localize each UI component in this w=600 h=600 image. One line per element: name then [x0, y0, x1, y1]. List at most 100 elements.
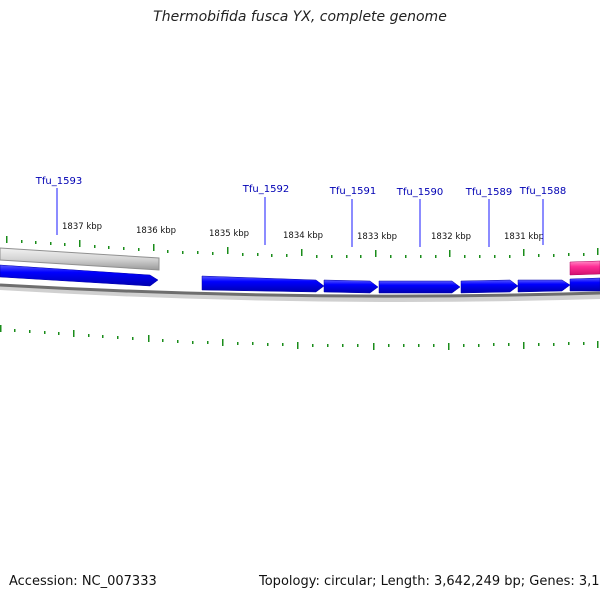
minor-tick — [493, 343, 495, 346]
gene-arrow[interactable] — [0, 264, 159, 287]
minor-tick — [167, 250, 169, 253]
minor-tick — [58, 332, 60, 335]
scale-label: 1832 kbp — [431, 232, 471, 242]
minor-tick — [316, 255, 318, 258]
gene-label[interactable]: Tfu_1591 — [329, 186, 376, 197]
minor-tick — [568, 253, 570, 256]
minor-tick — [538, 343, 540, 346]
major-tick — [79, 240, 81, 247]
major-tick — [301, 249, 303, 256]
minor-tick — [509, 255, 511, 258]
major-tick — [6, 236, 8, 243]
gene-label[interactable]: Tfu_1593 — [35, 176, 82, 187]
minor-tick — [197, 251, 199, 254]
accession-label: Accession: NC_007333 — [9, 574, 157, 589]
minor-tick — [331, 255, 333, 258]
major-tick — [523, 342, 525, 349]
gene-label[interactable]: Tfu_1590 — [396, 187, 443, 198]
minor-tick — [405, 255, 407, 258]
genome-summary: Topology: circular; Length: 3,642,249 bp… — [259, 574, 600, 589]
minor-tick — [478, 344, 480, 347]
minor-tick — [252, 342, 254, 345]
minor-tick — [360, 255, 362, 258]
minor-tick — [257, 253, 259, 256]
scale-label: 1833 kbp — [357, 232, 397, 242]
gene-arrow[interactable] — [569, 277, 600, 292]
gene-label[interactable]: Tfu_1588 — [519, 186, 566, 197]
major-tick — [373, 343, 375, 350]
gene-label[interactable]: Tfu_1592 — [242, 184, 289, 195]
minor-tick — [357, 344, 359, 347]
inner-ruler — [0, 325, 599, 350]
gene-arrow[interactable] — [201, 275, 325, 293]
scale-label: 1834 kbp — [283, 231, 323, 241]
minor-tick — [21, 240, 23, 243]
genome-backbone-shadow — [0, 284, 600, 302]
major-tick — [153, 244, 155, 251]
major-tick — [297, 342, 299, 349]
minor-tick — [271, 254, 273, 257]
gene-arrow[interactable] — [323, 279, 379, 294]
minor-tick — [346, 255, 348, 258]
minor-tick — [508, 343, 510, 346]
minor-tick — [342, 344, 344, 347]
minor-tick — [553, 254, 555, 257]
minor-tick — [237, 342, 239, 345]
minor-tick — [390, 255, 392, 258]
minor-tick — [403, 344, 405, 347]
minor-tick — [44, 331, 46, 334]
gene-label[interactable]: Tfu_1589 — [465, 187, 512, 198]
minor-tick — [327, 344, 329, 347]
minor-tick — [138, 248, 140, 251]
minor-tick — [64, 243, 66, 246]
minor-tick — [102, 335, 104, 338]
scale-label: 1831 kbp — [504, 232, 544, 242]
minor-tick — [29, 330, 31, 333]
minor-tick — [192, 341, 194, 344]
minor-tick — [242, 253, 244, 256]
minor-tick — [182, 251, 184, 254]
minor-tick — [286, 254, 288, 257]
genome-backbone — [0, 283, 600, 298]
minor-tick — [94, 245, 96, 248]
minor-tick — [162, 339, 164, 342]
gene-arrow[interactable] — [517, 279, 571, 293]
map-title: Thermobifida fusca YX, complete genome — [153, 9, 447, 25]
minor-tick — [494, 255, 496, 258]
minor-tick — [463, 344, 465, 347]
major-tick — [148, 335, 150, 342]
minor-tick — [583, 253, 585, 256]
major-tick — [375, 250, 377, 257]
minor-tick — [123, 247, 125, 250]
minor-tick — [14, 329, 16, 332]
minor-tick — [35, 241, 37, 244]
minor-tick — [479, 255, 481, 258]
minor-tick — [568, 342, 570, 345]
minor-tick — [312, 344, 314, 347]
major-tick — [597, 341, 599, 348]
minor-tick — [538, 254, 540, 257]
gene-arrow[interactable] — [460, 279, 519, 294]
minor-tick — [267, 343, 269, 346]
major-tick — [597, 248, 599, 255]
minor-tick — [464, 255, 466, 258]
outer-ruler — [6, 236, 599, 258]
gene-feature-pink[interactable] — [569, 260, 600, 276]
minor-tick — [553, 343, 555, 346]
minor-tick — [177, 340, 179, 343]
scale-label: 1837 kbp — [62, 222, 102, 232]
minor-tick — [583, 342, 585, 345]
major-tick — [73, 330, 75, 337]
major-tick — [448, 343, 450, 350]
minor-tick — [117, 336, 119, 339]
minor-tick — [435, 255, 437, 258]
minor-tick — [418, 344, 420, 347]
major-tick — [449, 250, 451, 257]
minor-tick — [212, 252, 214, 255]
minor-tick — [433, 344, 435, 347]
major-tick — [222, 339, 224, 346]
gene-arrow[interactable] — [378, 280, 461, 294]
minor-tick — [50, 242, 52, 245]
major-tick — [0, 325, 2, 332]
